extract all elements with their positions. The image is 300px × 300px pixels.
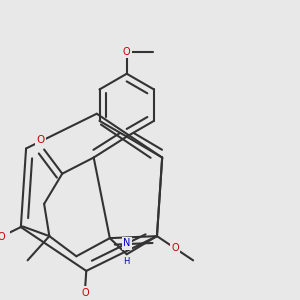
Text: N: N [123,238,130,248]
Text: O: O [0,232,5,242]
Text: H: H [124,257,130,266]
Text: O: O [81,288,88,298]
Text: O: O [36,135,45,145]
Text: O: O [171,243,179,253]
Text: O: O [123,47,130,57]
